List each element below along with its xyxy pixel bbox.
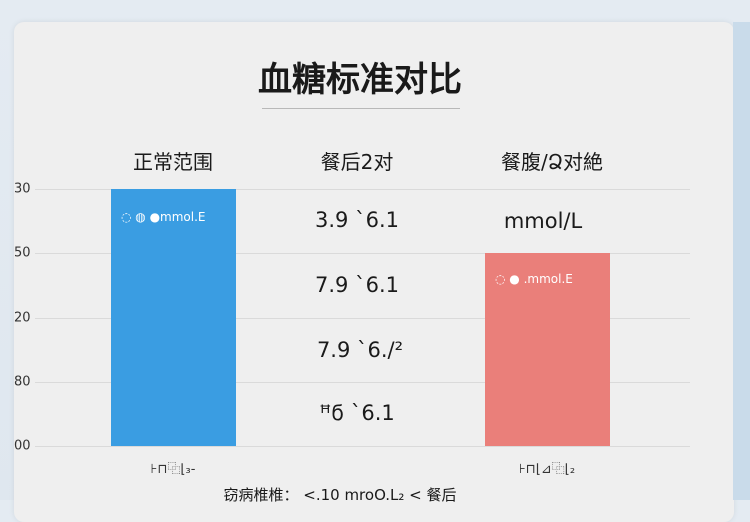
- y-tick-label: 80: [14, 374, 31, 390]
- unit-label: mmol/L: [503, 209, 583, 233]
- y-tick-label: 20: [14, 310, 31, 325]
- title-underline: [262, 108, 460, 109]
- chart-title: 血糖标准对比: [258, 60, 462, 100]
- middle-text-1: 3.9 ˋ6.1: [315, 208, 399, 232]
- bar-label-2: ◌ ● .mmol.E: [495, 272, 573, 287]
- column-header-fasting: 餐腹/Ձ对絶: [500, 150, 604, 174]
- bar-1: [111, 189, 236, 446]
- y-tick-label: 50: [14, 245, 31, 261]
- column-header-normal: 正常范围: [133, 150, 213, 174]
- middle-text-3: 7.9 ˋ6./²: [316, 338, 404, 362]
- gridline: [35, 381, 690, 383]
- middle-text-4: ꟸϭ ˋ6.1: [319, 401, 395, 425]
- footnote: 窃病椎椎： <.10 mroO.L₂ < 餐后: [223, 486, 457, 504]
- bar-label-1: ◌ ◍ ●mmol.E: [121, 210, 206, 224]
- x-label-2: ⊦⊓⌊⊿⿻⌊₂: [518, 462, 576, 477]
- middle-text-2: 7.9 ˋ6.1: [315, 273, 399, 297]
- gridline: [35, 189, 690, 190]
- gridline: [35, 317, 690, 319]
- gridline: [35, 253, 690, 255]
- x-label-1: ⊦⊓⿻⌊₃-: [150, 462, 196, 477]
- y-tick-label: 00: [14, 438, 31, 454]
- gridline: [35, 446, 690, 447]
- bar-2: [485, 253, 610, 446]
- y-tick-label: 30: [14, 181, 31, 197]
- background-edge: [733, 22, 750, 500]
- column-header-postmeal: 餐后2对: [320, 150, 394, 174]
